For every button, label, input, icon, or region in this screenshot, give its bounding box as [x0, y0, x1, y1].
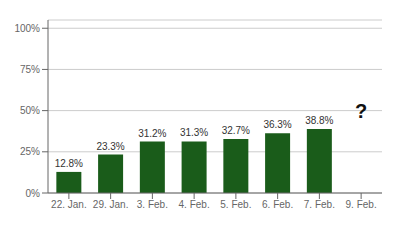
svg-text:6. Feb.: 6. Feb. — [262, 199, 293, 210]
svg-text:36.3%: 36.3% — [263, 119, 291, 130]
svg-text:7. Feb.: 7. Feb. — [304, 199, 335, 210]
svg-text:31.3%: 31.3% — [180, 127, 208, 138]
svg-text:4. Feb.: 4. Feb. — [179, 199, 210, 210]
svg-text:31.2%: 31.2% — [138, 128, 166, 139]
svg-text:75%: 75% — [20, 64, 40, 75]
svg-text:29. Jan.: 29. Jan. — [93, 199, 129, 210]
svg-text:23.3%: 23.3% — [96, 141, 124, 152]
svg-text:?: ? — [355, 100, 367, 122]
svg-text:25%: 25% — [20, 146, 40, 157]
svg-text:3. Feb.: 3. Feb. — [137, 199, 168, 210]
svg-text:12.8%: 12.8% — [55, 158, 83, 169]
svg-text:22. Jan.: 22. Jan. — [51, 199, 87, 210]
svg-text:5. Feb.: 5. Feb. — [220, 199, 251, 210]
svg-text:50%: 50% — [20, 105, 40, 116]
svg-text:0%: 0% — [26, 188, 41, 199]
svg-text:100%: 100% — [14, 23, 40, 34]
svg-text:38.8%: 38.8% — [305, 115, 333, 126]
svg-text:9. Feb.: 9. Feb. — [346, 199, 377, 210]
svg-text:32.7%: 32.7% — [222, 125, 250, 136]
